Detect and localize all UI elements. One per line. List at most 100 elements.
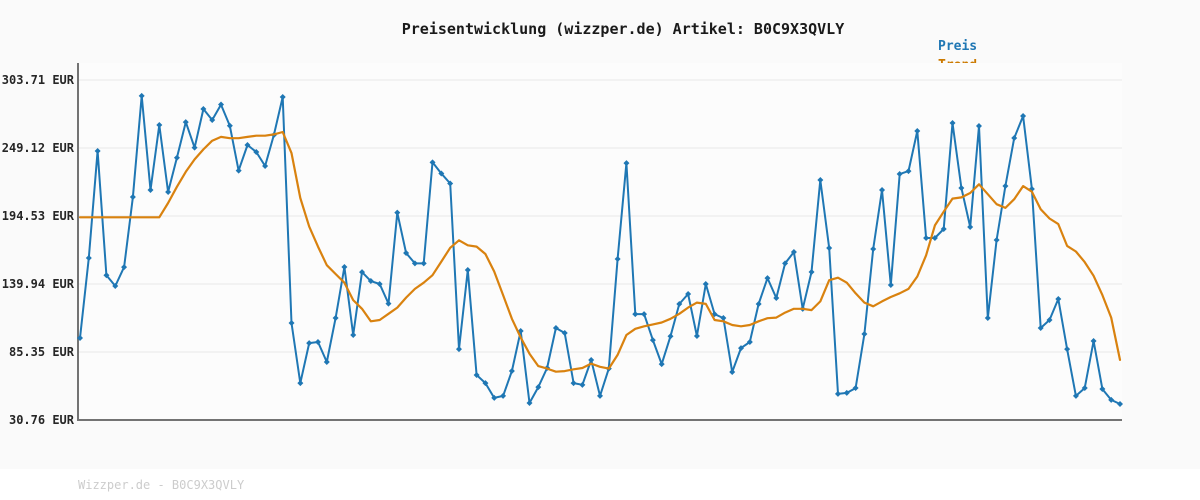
price-marker [808, 268, 815, 275]
y-axis-tick-label: 85.35 EUR [9, 345, 75, 359]
price-marker [843, 389, 850, 396]
plot-area [78, 63, 1122, 420]
price-marker [429, 159, 436, 166]
price-marker [1081, 385, 1088, 392]
price-marker [500, 392, 507, 399]
price-marker [649, 337, 656, 344]
footer-watermark: Wizzper.de - B0C9X3QVLY [78, 478, 245, 492]
price-marker [94, 148, 101, 155]
footer-band: Wizzper.de - B0C9X3QVLY [0, 469, 1200, 500]
price-marker [279, 93, 286, 100]
price-marker [385, 300, 392, 307]
y-axis-tick-label: 194.53 EUR [2, 209, 75, 223]
price-marker [165, 188, 172, 195]
price-marker [367, 278, 374, 285]
price-marker [958, 185, 965, 192]
y-axis-tick-label: 139.94 EUR [2, 277, 75, 291]
price-marker [262, 162, 269, 169]
price-marker [1046, 317, 1053, 324]
price-marker [121, 264, 128, 271]
price-marker [129, 193, 136, 200]
price-marker [323, 359, 330, 366]
price-marker [138, 92, 145, 99]
price-marker [1108, 396, 1115, 403]
price-marker [1020, 113, 1027, 120]
price-marker [817, 177, 824, 184]
price-marker [658, 361, 665, 368]
price-marker [1090, 337, 1097, 344]
price-marker [288, 320, 295, 327]
price-marker [341, 263, 348, 270]
price-marker [420, 260, 427, 267]
price-marker [685, 291, 692, 298]
price-marker [1072, 392, 1079, 399]
price-marker [455, 346, 462, 353]
trend-line [78, 130, 1122, 373]
price-marker [1099, 386, 1106, 393]
price-marker [191, 144, 198, 151]
price-marker [702, 281, 709, 288]
price-marker [376, 281, 383, 288]
price-marker [200, 106, 207, 113]
price-marker [940, 225, 947, 232]
price-marker [306, 340, 313, 347]
price-marker [182, 119, 189, 126]
price-marker [112, 283, 119, 290]
price-marker [473, 371, 480, 378]
price-marker [1011, 135, 1018, 142]
price-marker [1002, 183, 1009, 190]
price-marker [931, 234, 938, 241]
price-marker [773, 295, 780, 302]
price-marker [764, 275, 771, 282]
price-marker [993, 236, 1000, 243]
price-marker [491, 394, 498, 401]
price-marker [588, 357, 595, 364]
price-marker [746, 338, 753, 345]
price-marker [870, 246, 877, 253]
price-marker [597, 392, 603, 399]
y-axis-tick-label: 303.71 EUR [2, 73, 75, 87]
price-marker [693, 332, 700, 339]
price-marker [218, 101, 225, 108]
price-marker [508, 367, 515, 374]
price-marker [147, 187, 154, 194]
price-marker [332, 315, 339, 322]
y-axis-tick-label: 30.76 EUR [9, 413, 75, 427]
y-axis-tick-label: 249.12 EUR [2, 141, 75, 155]
price-marker [676, 300, 683, 307]
price-marker [209, 116, 216, 123]
price-marker [464, 266, 471, 273]
price-marker [782, 260, 789, 267]
price-marker [984, 315, 991, 322]
price-marker [852, 385, 859, 392]
price-marker [861, 331, 868, 338]
price-marker [1055, 295, 1062, 302]
price-marker [632, 311, 639, 318]
price-marker [411, 260, 418, 267]
price-marker [403, 250, 410, 257]
price-marker [1064, 346, 1071, 353]
price-marker [975, 122, 982, 129]
price-marker [552, 325, 559, 332]
price-marker [570, 380, 577, 387]
price-marker [826, 245, 833, 252]
price-marker [896, 171, 903, 178]
price-marker [482, 380, 489, 387]
price-marker [949, 119, 956, 126]
price-marker [914, 127, 921, 134]
price-marker [1037, 325, 1044, 332]
price-marker [535, 384, 542, 391]
price-marker [755, 300, 762, 307]
price-marker [579, 381, 586, 388]
price-marker [834, 390, 841, 397]
legend-label-preis: Preis [938, 39, 978, 54]
price-marker [623, 160, 630, 167]
price-marker [923, 234, 930, 241]
price-marker [253, 149, 260, 156]
price-marker [235, 167, 242, 174]
price-marker [738, 345, 745, 352]
price-marker [394, 209, 401, 216]
price-marker [879, 187, 886, 194]
